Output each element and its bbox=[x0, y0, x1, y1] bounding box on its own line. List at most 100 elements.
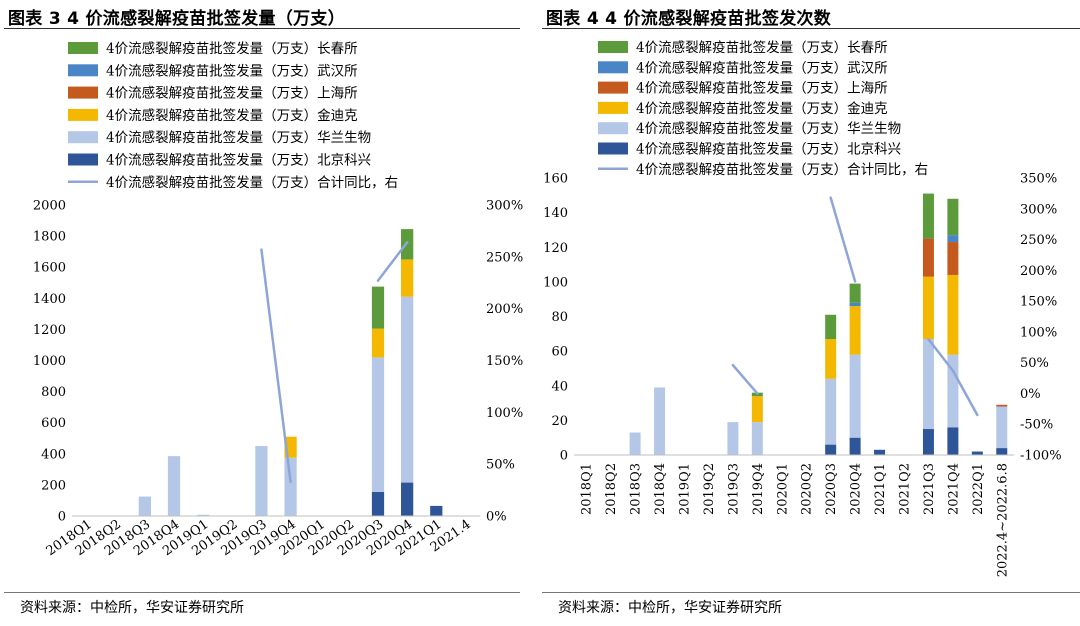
yoy-line-segment bbox=[927, 338, 955, 372]
bar-segment bbox=[284, 457, 297, 516]
bar-segment bbox=[401, 259, 414, 297]
bar-segment bbox=[138, 496, 151, 516]
y-tick-label: 600 bbox=[41, 416, 66, 431]
legend-label: 4价流感裂解疫苗批签发量（万支）合计同比，右 bbox=[106, 174, 398, 191]
legend-swatch bbox=[68, 153, 98, 166]
legend-swatch bbox=[68, 131, 98, 144]
chart-svg: 4价流感裂解疫苗批签发量（万支）长春所 4价流感裂解疫苗批签发量（万支）武汉所 4价… bbox=[33, 40, 523, 559]
bar-segment bbox=[255, 446, 268, 516]
bar-segment bbox=[922, 276, 934, 340]
y-tick-label: 60 bbox=[551, 345, 568, 360]
bar-segment bbox=[371, 491, 385, 516]
y-tick-label: 140 bbox=[543, 206, 568, 221]
y-tick-label: 80 bbox=[551, 310, 568, 325]
x-tick-label: 2021Q3 bbox=[922, 463, 937, 515]
bar-segment bbox=[971, 451, 983, 455]
bar-segment bbox=[751, 422, 763, 455]
bar-segment bbox=[947, 274, 959, 355]
bar-segment bbox=[371, 286, 385, 329]
x-tick-label: 2021Q1 bbox=[873, 463, 888, 515]
y-tick-label: 800 bbox=[41, 385, 66, 400]
y2-tick-label: 100% bbox=[1020, 325, 1057, 340]
y-tick-label: 160 bbox=[543, 172, 568, 187]
legend-swatch bbox=[598, 61, 628, 74]
chart-source: 资料来源：中检所，华安证券研究所 bbox=[20, 600, 244, 616]
y-tick-label: 400 bbox=[41, 447, 66, 462]
bar-segment bbox=[654, 387, 666, 455]
x-tick-label: 2022Q1 bbox=[971, 463, 986, 515]
bar-segment bbox=[947, 198, 959, 236]
legend-label: 4价流感裂解疫苗批签发量（万支）长春所 bbox=[636, 39, 888, 56]
chart-svg: 4价流感裂解疫苗批签发量（万支）长春所 4价流感裂解疫苗批签发量（万支）武汉所 4价… bbox=[543, 39, 1062, 577]
bar-segment bbox=[401, 296, 414, 483]
bar-segment bbox=[947, 354, 959, 428]
source-rule bbox=[542, 592, 1080, 593]
x-tick-label: 2018Q3 bbox=[629, 463, 644, 515]
bar-segment bbox=[825, 314, 837, 340]
y-tick-label: 0 bbox=[58, 510, 66, 525]
y2-tick-label: 200% bbox=[1020, 264, 1057, 279]
yoy-line-segment bbox=[829, 196, 857, 283]
bar-segment bbox=[874, 449, 886, 455]
bar-segment bbox=[922, 429, 934, 455]
x-tick-label: 2019Q2 bbox=[702, 463, 717, 515]
x-tick-label: 2020Q3 bbox=[824, 463, 839, 515]
x-tick-label: 2018Q4 bbox=[653, 463, 668, 515]
y2-tick-label: 0% bbox=[1020, 387, 1041, 402]
legend-swatch bbox=[68, 86, 98, 99]
x-tick-label: 2019Q4 bbox=[751, 463, 766, 515]
bar-segment bbox=[849, 437, 861, 455]
y2-tick-label: -50% bbox=[1020, 418, 1053, 433]
chart-title: 图表 3 4 价流感裂解疫苗批签发量（万支） bbox=[8, 9, 346, 29]
legend-label: 4价流感裂解疫苗批签发量（万支）北京科兴 bbox=[106, 152, 371, 169]
title-rule bbox=[4, 28, 520, 29]
legend-label: 4价流感裂解疫苗批签发量（万支）北京科兴 bbox=[636, 141, 901, 158]
chart-panel-1: 图表 3 4 价流感裂解疫苗批签发量（万支） 4价流感裂解疫苗批签发量（万支）长… bbox=[0, 0, 523, 626]
bar-segment bbox=[849, 302, 861, 307]
bar-segment bbox=[371, 328, 385, 358]
legend-swatch bbox=[598, 122, 628, 135]
y2-tick-label: 350% bbox=[1020, 172, 1057, 187]
legend-label: 4价流感裂解疫苗批签发量（万支）武汉所 bbox=[106, 62, 358, 79]
y-tick-label: 1200 bbox=[33, 323, 66, 338]
bar-segment bbox=[751, 396, 763, 423]
bar-segment bbox=[849, 354, 861, 438]
bar-segment bbox=[996, 406, 1008, 449]
y-tick-label: 1000 bbox=[33, 354, 66, 369]
legend-swatch bbox=[598, 81, 628, 94]
y2-tick-label: -100% bbox=[1020, 449, 1062, 464]
chart-panel-2: 图表 4 4 价流感裂解疫苗批签发次数 4价流感裂解疫苗批签发量（万支）长春所 4… bbox=[538, 0, 1080, 626]
bar-segment bbox=[727, 422, 739, 455]
y-tick-label: 1800 bbox=[33, 230, 66, 245]
bar-segment bbox=[430, 505, 443, 516]
bar-segment bbox=[947, 235, 959, 243]
bar-segment bbox=[167, 456, 181, 516]
legend-label: 4价流感裂解疫苗批签发量（万支）武汉所 bbox=[636, 59, 888, 76]
legend-swatch bbox=[598, 101, 628, 114]
legend-label: 4价流感裂解疫苗批签发量（万支）华兰生物 bbox=[106, 129, 371, 146]
y2-tick-label: 50% bbox=[1020, 356, 1049, 371]
x-tick-label: 2022.4~2022.6.8 bbox=[995, 463, 1010, 577]
legend-label: 4价流感裂解疫苗批签发量（万支）华兰生物 bbox=[636, 120, 901, 137]
y2-tick-label: 250% bbox=[1020, 233, 1057, 248]
y-tick-label: 0 bbox=[560, 449, 568, 464]
y-tick-label: 100 bbox=[543, 275, 568, 290]
y-tick-label: 1400 bbox=[33, 292, 66, 307]
bar-segment bbox=[947, 242, 959, 275]
x-tick-label: 2020Q4 bbox=[849, 463, 864, 515]
x-tick-label: 2019Q1 bbox=[678, 463, 693, 515]
legend-label: 4价流感裂解疫苗批签发量（万支）上海所 bbox=[636, 80, 888, 97]
bar-segment bbox=[849, 306, 861, 355]
y2-tick-label: 200% bbox=[486, 302, 523, 317]
legend-label: 4价流感裂解疫苗批签发量（万支）长春所 bbox=[106, 40, 358, 57]
y2-tick-label: 250% bbox=[486, 250, 523, 265]
legend-swatch bbox=[598, 142, 628, 155]
bar-segment bbox=[629, 432, 641, 455]
legend-swatch bbox=[68, 108, 98, 121]
bar-segment bbox=[825, 444, 837, 455]
x-tick-label: 2018Q2 bbox=[604, 463, 619, 515]
y2-tick-label: 150% bbox=[1020, 295, 1057, 310]
chart-source: 资料来源：中检所，华安证券研究所 bbox=[558, 600, 782, 616]
legend-label: 4价流感裂解疫苗批签发量（万支）金迪克 bbox=[636, 100, 888, 117]
bar-segment bbox=[922, 238, 934, 277]
